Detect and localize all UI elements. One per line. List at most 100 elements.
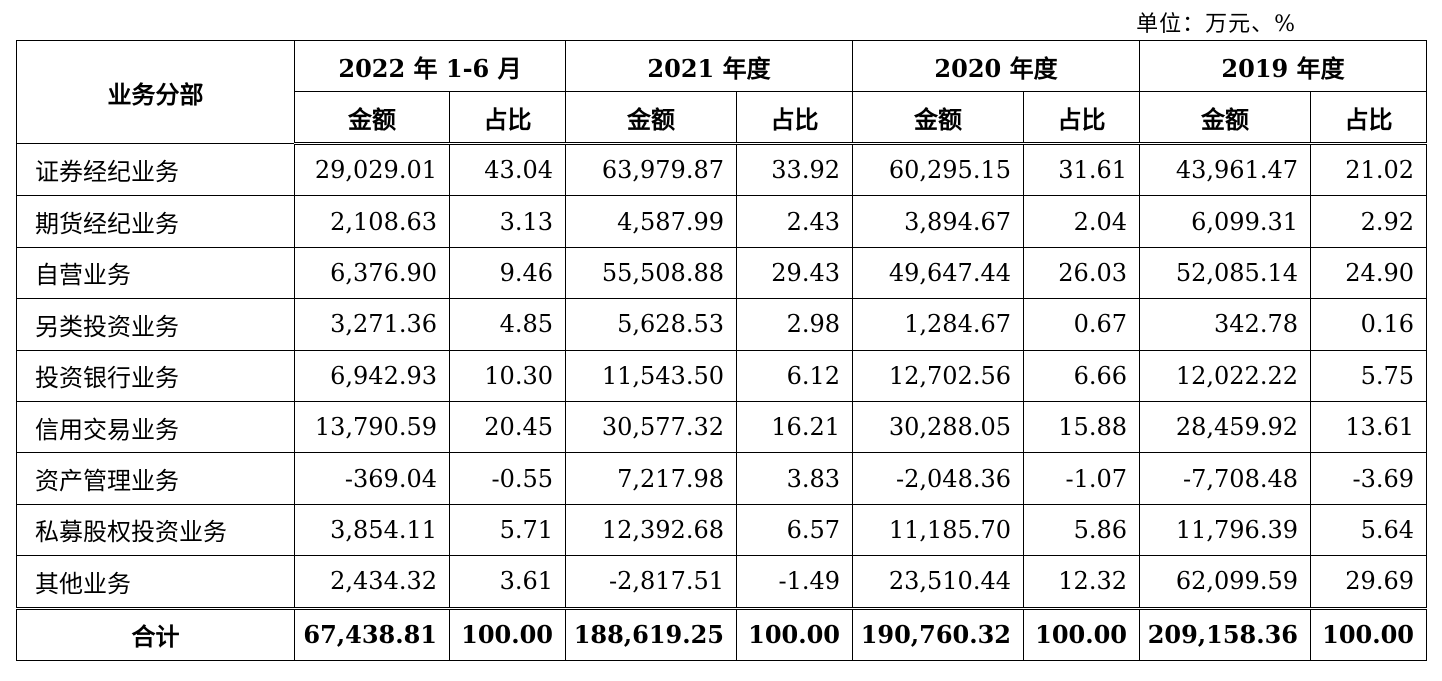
amount-cell: 1,284.67 bbox=[852, 298, 1024, 351]
ratio-cell: 100.00 bbox=[736, 606, 853, 661]
ratio-cell: 5.75 bbox=[1310, 349, 1427, 402]
ratio-cell: 5.64 bbox=[1310, 503, 1427, 557]
ratio-cell: 100.00 bbox=[449, 606, 566, 661]
ratio-cell: 3.13 bbox=[449, 195, 566, 248]
ratio-cell: 3.83 bbox=[736, 452, 853, 505]
table-row: 期货经纪业务 2,108.63 3.13 4,587.99 2.43 3,894.67 2.… bbox=[16, 195, 1427, 248]
segment-name: 期货经纪业务 bbox=[16, 195, 295, 248]
ratio-header: 占比 bbox=[736, 91, 853, 145]
ratio-cell: 2.98 bbox=[736, 298, 853, 351]
segment-name: 其他业务 bbox=[16, 555, 295, 609]
amount-header: 金额 bbox=[1139, 91, 1311, 145]
amount-cell: 5,628.53 bbox=[565, 298, 737, 351]
ratio-cell: 10.30 bbox=[449, 349, 566, 402]
ratio-cell: 4.85 bbox=[449, 298, 566, 351]
amount-cell: 30,288.05 bbox=[852, 400, 1024, 454]
ratio-cell: 43.04 bbox=[449, 142, 566, 197]
ratio-cell: 21.02 bbox=[1310, 142, 1427, 197]
amount-cell: 6,099.31 bbox=[1139, 195, 1311, 248]
table-row: 另类投资业务 3,271.36 4.85 5,628.53 2.98 1,284.67 0.… bbox=[16, 298, 1427, 351]
segment-name: 证券经纪业务 bbox=[16, 142, 295, 197]
amount-cell: 52,085.14 bbox=[1139, 246, 1311, 300]
total-row: 合计 67,438.81 100.00 188,619.25 100.00 190,760… bbox=[16, 606, 1427, 661]
ratio-cell: 15.88 bbox=[1023, 400, 1140, 454]
ratio-cell: 6.57 bbox=[736, 503, 853, 557]
amount-cell: 342.78 bbox=[1139, 298, 1311, 351]
amount-cell: 3,894.67 bbox=[852, 195, 1024, 248]
ratio-cell: 6.66 bbox=[1023, 349, 1140, 402]
amount-cell: 6,942.93 bbox=[294, 349, 450, 402]
amount-cell: -7,708.48 bbox=[1139, 452, 1311, 505]
period-header: 2021 年度 bbox=[565, 40, 853, 92]
amount-cell: 13,790.59 bbox=[294, 400, 450, 454]
ratio-cell: -0.55 bbox=[449, 452, 566, 505]
ratio-cell: 9.46 bbox=[449, 246, 566, 300]
amount-header: 金额 bbox=[294, 91, 450, 145]
ratio-cell: 3.61 bbox=[449, 555, 566, 609]
ratio-header: 占比 bbox=[1310, 91, 1427, 145]
ratio-cell: 100.00 bbox=[1023, 606, 1140, 661]
ratio-cell: -1.07 bbox=[1023, 452, 1140, 505]
amount-cell: 190,760.32 bbox=[852, 606, 1024, 661]
unit-label: 单位：万元、% bbox=[1136, 12, 1296, 37]
amount-cell: -2,048.36 bbox=[852, 452, 1024, 505]
ratio-cell: 0.67 bbox=[1023, 298, 1140, 351]
amount-header: 金额 bbox=[852, 91, 1024, 145]
amount-cell: 209,158.36 bbox=[1139, 606, 1311, 661]
business-segment-table: 业务分部 2022 年 1-6 月 2021 年度 2020 年度 2019 年… bbox=[16, 40, 1427, 661]
amount-header: 金额 bbox=[565, 91, 737, 145]
amount-cell: 12,022.22 bbox=[1139, 349, 1311, 402]
amount-cell: 11,543.50 bbox=[565, 349, 737, 402]
amount-cell: 55,508.88 bbox=[565, 246, 737, 300]
ratio-cell: 12.32 bbox=[1023, 555, 1140, 609]
table-row: 信用交易业务 13,790.59 20.45 30,577.32 16.21 30,288… bbox=[16, 400, 1427, 454]
ratio-cell: 6.12 bbox=[736, 349, 853, 402]
ratio-cell: 20.45 bbox=[449, 400, 566, 454]
segment-name: 投资银行业务 bbox=[16, 349, 295, 402]
amount-cell: 6,376.90 bbox=[294, 246, 450, 300]
ratio-cell: 31.61 bbox=[1023, 142, 1140, 197]
table-row: 自营业务 6,376.90 9.46 55,508.88 29.43 49,647.44 2… bbox=[16, 246, 1427, 300]
ratio-cell: 16.21 bbox=[736, 400, 853, 454]
period-header: 2022 年 1-6 月 bbox=[294, 40, 566, 92]
amount-cell: 2,434.32 bbox=[294, 555, 450, 609]
ratio-cell: 26.03 bbox=[1023, 246, 1140, 300]
ratio-cell: 29.69 bbox=[1310, 555, 1427, 609]
ratio-cell: 13.61 bbox=[1310, 400, 1427, 454]
segment-name: 信用交易业务 bbox=[16, 400, 295, 454]
ratio-cell: 5.71 bbox=[449, 503, 566, 557]
amount-cell: 12,702.56 bbox=[852, 349, 1024, 402]
segment-name: 私募股权投资业务 bbox=[16, 503, 295, 557]
segment-name: 资产管理业务 bbox=[16, 452, 295, 505]
amount-cell: 62,099.59 bbox=[1139, 555, 1311, 609]
header-row-measures: 金额 占比 金额 占比 金额 占比 金额 占比 bbox=[17, 91, 1427, 145]
amount-cell: 7,217.98 bbox=[565, 452, 737, 505]
amount-cell: 23,510.44 bbox=[852, 555, 1024, 609]
ratio-cell: 5.86 bbox=[1023, 503, 1140, 557]
amount-cell: 30,577.32 bbox=[565, 400, 737, 454]
amount-cell: 60,295.15 bbox=[852, 142, 1024, 197]
table-row: 资产管理业务 -369.04 -0.55 7,217.98 3.83 -2,048.36-… bbox=[16, 452, 1427, 505]
table-row: 其他业务 2,434.32 3.61 -2,817.51 -1.49 23,510.44 1… bbox=[16, 555, 1427, 609]
amount-cell: 11,185.70 bbox=[852, 503, 1024, 557]
ratio-header: 占比 bbox=[449, 91, 566, 145]
segment-name: 另类投资业务 bbox=[16, 298, 295, 351]
table-row: 证券经纪业务 29,029.01 43.04 63,979.87 33.92 60,295… bbox=[16, 142, 1427, 197]
header-row-periods: 业务分部 2022 年 1-6 月 2021 年度 2020 年度 2019 年… bbox=[16, 40, 1427, 144]
ratio-header: 占比 bbox=[1023, 91, 1140, 145]
segment-name: 自营业务 bbox=[16, 246, 295, 300]
amount-cell: 3,854.11 bbox=[294, 503, 450, 557]
ratio-cell: 33.92 bbox=[736, 142, 853, 197]
dept-header: 业务分部 bbox=[16, 40, 295, 144]
amount-cell: 3,271.36 bbox=[294, 298, 450, 351]
ratio-cell: 29.43 bbox=[736, 246, 853, 300]
period-header: 2019 年度 bbox=[1139, 40, 1427, 92]
amount-cell: 43,961.47 bbox=[1139, 142, 1311, 197]
amount-cell: 2,108.63 bbox=[294, 195, 450, 248]
amount-cell: 12,392.68 bbox=[565, 503, 737, 557]
amount-cell: 29,029.01 bbox=[294, 142, 450, 197]
ratio-cell: 100.00 bbox=[1310, 606, 1427, 661]
amount-cell: 28,459.92 bbox=[1139, 400, 1311, 454]
amount-cell: -369.04 bbox=[294, 452, 450, 505]
amount-cell: 4,587.99 bbox=[565, 195, 737, 248]
